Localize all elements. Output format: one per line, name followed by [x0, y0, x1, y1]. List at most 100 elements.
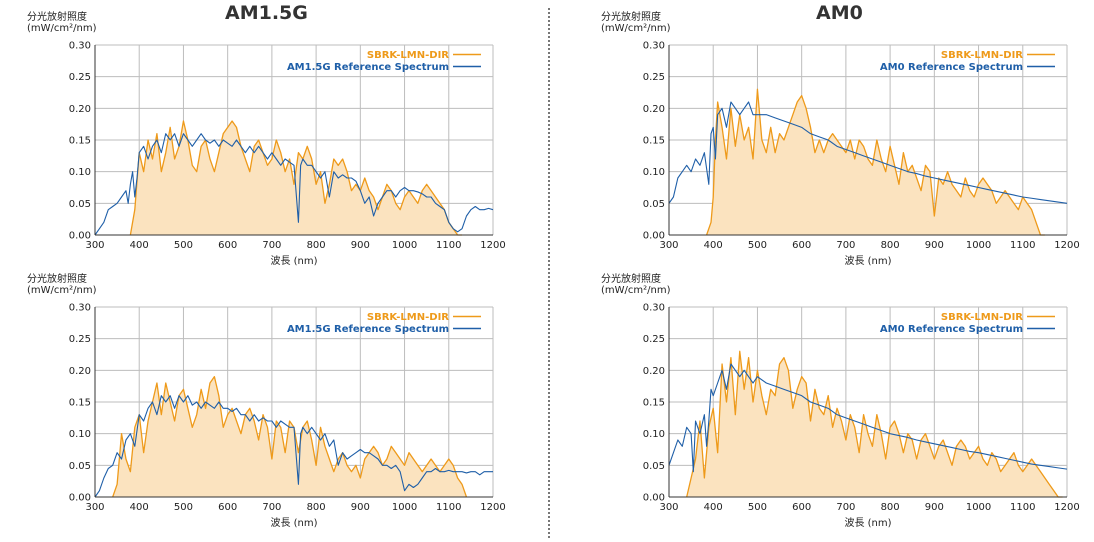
y-tick-label: 0.20 [643, 104, 665, 115]
x-tick-label: 700 [262, 240, 281, 251]
x-tick-label: 300 [659, 502, 678, 513]
y-axis-label-line1: 分光放射照度 [601, 12, 661, 23]
y-tick-label: 0.15 [69, 136, 91, 147]
x-tick-label: 700 [262, 502, 281, 513]
y-tick-label: 0.30 [69, 303, 91, 314]
x-axis-label: 波長 (nm) [844, 518, 892, 529]
y-tick-label: 0.15 [643, 136, 665, 147]
series-line-reference [668, 363, 1068, 473]
y-tick-label: 0.00 [643, 493, 665, 504]
y-tick-label: 0.10 [643, 429, 665, 440]
y-tick-label: 0.15 [643, 398, 665, 409]
y-tick-label: 0.10 [643, 167, 665, 178]
legend-label-sbrk: SBRK-LMN-DIR [367, 50, 449, 61]
y-tick-label: 0.10 [69, 167, 91, 178]
x-tick-label: 1200 [480, 502, 505, 513]
legend-label-reference: AM0 Reference Spectrum [880, 62, 1023, 73]
x-tick-label: 1000 [392, 502, 417, 513]
x-axis-label: 波長 (nm) [844, 256, 892, 267]
x-tick-label: 800 [881, 502, 900, 513]
y-axis-label: 分光放射照度 (mW/cm²/nm) [27, 274, 97, 296]
y-axis-label: 分光放射照度 (mW/cm²/nm) [601, 274, 671, 296]
x-tick-label: 1100 [436, 240, 461, 251]
chart-svg: 0.00 0.05 0.10 0.15 0.20 0.25 0.30 300 400 500 600… [643, 41, 1080, 252]
x-tick-label: 500 [174, 240, 193, 251]
x-tick-label: 600 [218, 240, 237, 251]
x-tick-label: 700 [836, 502, 855, 513]
x-tick-label: 400 [704, 240, 723, 251]
right-section-title: AM0 [816, 2, 863, 24]
y-tick-label: 0.05 [69, 461, 91, 472]
chart-svg: 0.00 0.05 0.10 0.15 0.20 0.25 0.30 300 400 500 600… [69, 303, 506, 514]
y-tick-label: 0.10 [69, 429, 91, 440]
legend-label-sbrk: SBRK-LMN-DIR [941, 50, 1023, 61]
y-axis-label: 分光放射照度 (mW/cm²/nm) [601, 12, 671, 34]
y-axis-label-line2: (mW/cm²/nm) [27, 285, 97, 296]
y-tick-label: 0.20 [69, 104, 91, 115]
x-tick-label: 300 [659, 240, 678, 251]
series-line-reference [94, 133, 494, 236]
x-tick-label: 500 [748, 502, 767, 513]
y-axis-label-line2: (mW/cm²/nm) [27, 23, 97, 34]
y-tick-label: 0.00 [69, 231, 91, 242]
x-tick-label: 400 [704, 502, 723, 513]
series-line-sbrk [686, 350, 1063, 498]
chart-panel-bottom-right: 分光放射照度 (mW/cm²/nm) 0.00 0.05 0.10 0.15 0.20 0.2… [601, 274, 1094, 529]
y-tick-label: 0.25 [643, 334, 665, 345]
x-tick-label: 1000 [966, 502, 991, 513]
y-tick-label: 0.25 [69, 72, 91, 83]
x-tick-label: 900 [351, 502, 370, 513]
section-divider [548, 8, 550, 538]
y-tick-label: 0.05 [69, 199, 91, 210]
y-tick-label: 0.00 [69, 493, 91, 504]
legend-label-reference: AM1.5G Reference Spectrum [287, 324, 449, 335]
y-axis-label-line1: 分光放射照度 [27, 12, 87, 23]
series-line-sbrk [705, 88, 1045, 236]
x-tick-label: 500 [748, 240, 767, 251]
y-tick-label: 0.20 [643, 366, 665, 377]
chart-panel-top-left: 分光放射照度 (mW/cm²/nm) 0.00 0.05 0.10 0.15 0.20 0.2… [27, 12, 527, 267]
legend-label-reference: AM0 Reference Spectrum [880, 324, 1023, 335]
x-tick-label: 1200 [1054, 240, 1079, 251]
x-tick-label: 900 [925, 240, 944, 251]
series-area-sbrk [706, 89, 1045, 235]
left-section-title: AM1.5G [225, 2, 308, 24]
x-tick-label: 300 [85, 502, 104, 513]
y-axis-label: 分光放射照度 (mW/cm²/nm) [27, 12, 97, 34]
y-tick-label: 0.25 [643, 72, 665, 83]
x-tick-label: 900 [925, 502, 944, 513]
y-tick-label: 0.05 [643, 199, 665, 210]
x-tick-label: 300 [85, 240, 104, 251]
y-tick-label: 0.15 [69, 398, 91, 409]
series-line-reference [668, 101, 1068, 204]
y-tick-label: 0.25 [69, 334, 91, 345]
x-tick-label: 1100 [436, 502, 461, 513]
series-line-sbrk [112, 376, 468, 498]
y-tick-label: 0.05 [643, 461, 665, 472]
y-tick-label: 0.00 [643, 231, 665, 242]
y-axis-label-line2: (mW/cm²/nm) [601, 23, 671, 34]
series-line-sbrk [129, 120, 463, 236]
y-tick-label: 0.30 [69, 41, 91, 52]
x-tick-label: 1200 [1054, 502, 1079, 513]
x-tick-label: 1000 [392, 240, 417, 251]
x-tick-label: 600 [792, 240, 811, 251]
chart-svg: 0.00 0.05 0.10 0.15 0.20 0.25 0.30 300 400 500 600… [643, 303, 1080, 514]
x-tick-label: 600 [218, 502, 237, 513]
x-tick-label: 400 [130, 240, 149, 251]
series-area-sbrk [686, 351, 1063, 497]
x-tick-label: 1100 [1010, 240, 1035, 251]
legend-label-sbrk: SBRK-LMN-DIR [941, 312, 1023, 323]
x-tick-label: 600 [792, 502, 811, 513]
x-tick-label: 900 [351, 240, 370, 251]
chart-panel-top-right: 分光放射照度 (mW/cm²/nm) 0.00 0.05 0.10 0.15 0.20 0.2… [601, 12, 1094, 267]
y-axis-label-line2: (mW/cm²/nm) [601, 285, 671, 296]
series-area-sbrk [112, 376, 467, 497]
x-tick-label: 1100 [1010, 502, 1035, 513]
x-tick-label: 800 [307, 240, 326, 251]
x-tick-label: 700 [836, 240, 855, 251]
chart-svg: 0.00 0.05 0.10 0.15 0.20 0.25 0.30 300 400 500 600… [69, 41, 506, 252]
legend-label-sbrk: SBRK-LMN-DIR [367, 312, 449, 323]
x-tick-label: 500 [174, 502, 193, 513]
y-axis-label-line1: 分光放射照度 [27, 274, 87, 285]
